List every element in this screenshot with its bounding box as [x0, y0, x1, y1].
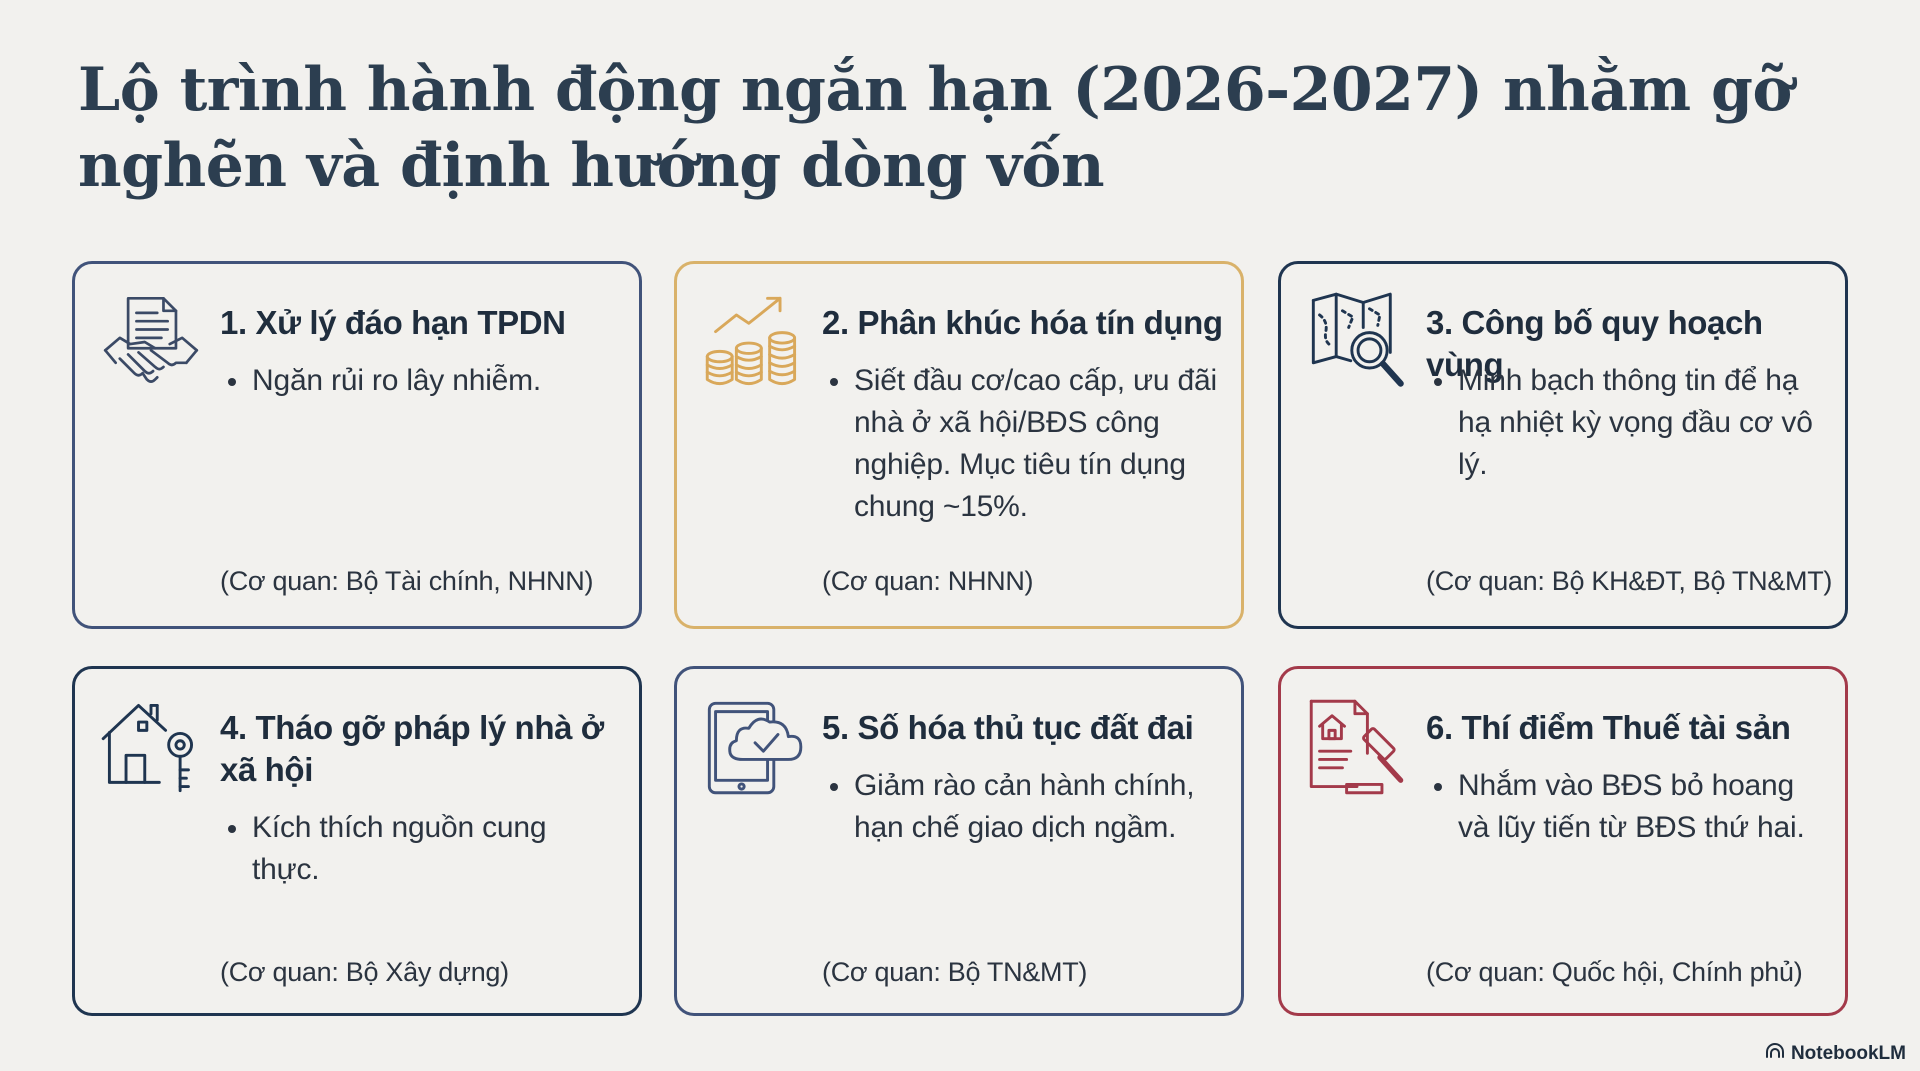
bullet-list: Ngăn rủi ro lây nhiễm. — [220, 360, 619, 402]
agency-label: (Cơ quan: Bộ TN&MT) — [822, 957, 1088, 987]
bullet-item: Nhắm vào BĐS bỏ hoang và lũy tiến từ BĐS… — [1426, 765, 1825, 849]
bullet-list: Siết đầu cơ/cao cấp, ưu đãi nhà ở xã hội… — [822, 360, 1221, 528]
card-title: 4. Tháo gỡ pháp lý nhà ở xã hội — [220, 709, 604, 788]
card-title: 6. Thí điểm Thuế tài sản — [1426, 709, 1791, 746]
card-title: 3. Công bố quy hoạch vùng — [1426, 304, 1763, 383]
tablet-cloud-icon — [701, 695, 805, 799]
card-title: 1. Xử lý đáo hạn TPDN — [220, 304, 566, 341]
bullet-list: Giảm rào cản hành chính, hạn chế giao dị… — [822, 765, 1221, 849]
action-card-1: 1. Xử lý đáo hạn TPDN Ngăn rủi ro lây nh… — [72, 261, 642, 629]
agency-label: (Cơ quan: Bộ Tài chính, NHNN) — [220, 566, 594, 596]
notebooklm-logo-icon — [1765, 1043, 1785, 1065]
bullet-list: Minh bạch thông tin để hạ hạ nhiệt kỳ vọ… — [1426, 360, 1825, 486]
page-title: Lộ trình hành động ngắn hạn (2026-2027) … — [78, 55, 1792, 201]
handshake-document-icon — [99, 290, 203, 394]
bullet-item: Kích thích nguồn cung thực. — [220, 807, 619, 891]
bullet-item: Ngăn rủi ro lây nhiễm. — [220, 360, 619, 402]
house-key-icon — [99, 695, 203, 799]
bullet-item: Giảm rào cản hành chính, hạn chế giao dị… — [822, 765, 1221, 849]
action-card-2: 2. Phân khúc hóa tín dụng Siết đầu cơ/ca… — [674, 261, 1244, 629]
property-gavel-icon — [1305, 695, 1409, 799]
agency-label: (Cơ quan: NHNN) — [822, 566, 1034, 596]
action-card-4: 4. Tháo gỡ pháp lý nhà ở xã hội Kích thí… — [72, 666, 642, 1016]
card-title: 2. Phân khúc hóa tín dụng — [822, 304, 1223, 341]
bullet-item: Siết đầu cơ/cao cấp, ưu đãi nhà ở xã hội… — [822, 360, 1221, 528]
action-card-5: 5. Số hóa thủ tục đất đai Giảm rào cản h… — [674, 666, 1244, 1016]
bullet-item: Minh bạch thông tin để hạ hạ nhiệt kỳ vọ… — [1426, 360, 1825, 486]
agency-label: (Cơ quan: Quốc hội, Chính phủ) — [1426, 957, 1803, 987]
brand-logo: NotebookLM — [1765, 1043, 1906, 1065]
bullet-list: Nhắm vào BĐS bỏ hoang và lũy tiến từ BĐS… — [1426, 765, 1825, 849]
map-magnifier-icon — [1305, 290, 1409, 394]
agency-label: (Cơ quan: Bộ Xây dựng) — [220, 957, 509, 987]
coins-growth-icon — [701, 290, 805, 394]
agency-label: (Cơ quan: Bộ KH&ĐT, Bộ TN&MT) — [1426, 566, 1833, 596]
brand-label: NotebookLM — [1790, 1043, 1906, 1064]
action-card-3: 3. Công bố quy hoạch vùng Minh bạch thôn… — [1278, 261, 1848, 629]
bullet-list: Kích thích nguồn cung thực. — [220, 807, 619, 891]
card-title: 5. Số hóa thủ tục đất đai — [822, 709, 1194, 746]
action-card-6: 6. Thí điểm Thuế tài sản Nhắm vào BĐS bỏ… — [1278, 666, 1848, 1016]
